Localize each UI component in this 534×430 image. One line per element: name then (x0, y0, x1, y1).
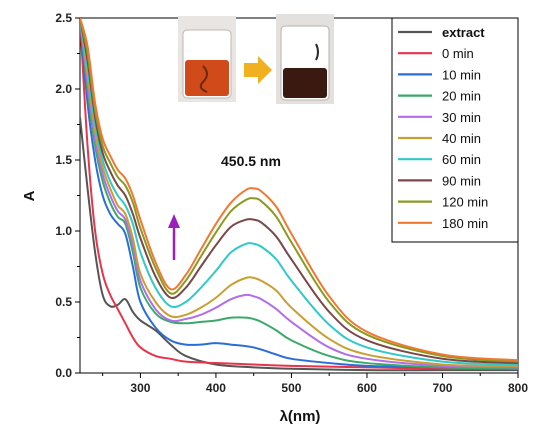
legend-entry-label: 20 min (442, 89, 481, 104)
legend-entry-label: 60 min (442, 152, 481, 167)
series-layer (80, 18, 518, 372)
y-tick-label: 1.5 (55, 153, 72, 167)
legend-entry-label: 180 min (442, 216, 488, 231)
legend-box (391, 17, 519, 243)
x-tick-label: 700 (432, 381, 452, 395)
legend-entry-label: 120 min (442, 195, 488, 210)
legend-entry-label: 10 min (442, 67, 481, 82)
beaker-after-icon (276, 14, 334, 104)
legend: extract 0 min 10 min 20 min 30 min 40 min 60 m… (391, 17, 519, 243)
legend-entry-label: extract (442, 25, 485, 40)
x-tick-label: 400 (206, 381, 226, 395)
series-line-180-min (80, 18, 518, 362)
inset-photo (178, 14, 334, 104)
x-tick-label: 800 (508, 381, 528, 395)
series-line-60-min (80, 18, 518, 366)
x-tick-label: 500 (281, 381, 301, 395)
x-tick-label: 300 (130, 381, 150, 395)
series-line-10-min (80, 18, 518, 370)
y-tick-label: 1.0 (55, 224, 72, 238)
y-tick-label: 0.0 (55, 366, 72, 380)
series-line-30-min (80, 18, 518, 369)
x-tick-label: 600 (357, 381, 377, 395)
beaker-before-icon (178, 16, 236, 102)
legend-entry-label: 40 min (442, 131, 481, 146)
peak-annotation: 450.5 nm (221, 153, 281, 169)
series-line-20-min (80, 18, 518, 370)
series-line-0-min (80, 18, 518, 370)
x-axis-title: λ(nm) (280, 408, 321, 425)
y-tick-label: 0.5 (55, 295, 72, 309)
up-arrow (168, 214, 180, 260)
series-line-extract (80, 117, 518, 372)
series-line-120-min (80, 18, 518, 363)
y-tick-label: 2.5 (55, 11, 72, 25)
y-axis-title: A (21, 190, 38, 201)
y-tick-label: 2.0 (55, 82, 72, 96)
legend-entry-label: 0 min (442, 46, 474, 61)
series-line-40-min (80, 18, 518, 367)
axes-layer: 300 400 500 600 700 800 0.0 0.5 1.0 1.5 2.0 2.5 (55, 11, 528, 395)
legend-entry-label: 90 min (442, 173, 481, 188)
legend-entry-label: 30 min (442, 110, 481, 125)
series-line-90-min (80, 18, 518, 365)
right-arrow-icon (244, 56, 272, 84)
